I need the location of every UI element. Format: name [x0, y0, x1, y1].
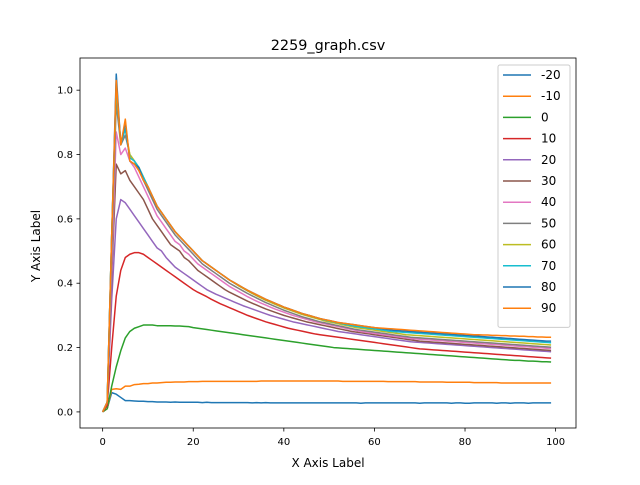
- axes-layer: [79, 57, 577, 429]
- legend-label-3: 10: [541, 132, 556, 146]
- legend-label-2: 0: [541, 110, 549, 124]
- series-line-4: [101, 198, 552, 413]
- legend-label-11: 90: [541, 301, 556, 315]
- x-axis-label: X Axis Label: [291, 456, 364, 470]
- legend-label-4: 20: [541, 153, 556, 167]
- x-tick-label-2: 40: [277, 437, 290, 448]
- y-tick-label-4: 0.8: [57, 150, 73, 161]
- legend: -20 -10 0 10 20 30 40 50 60 70 80 90: [497, 64, 571, 328]
- series-line-11: [101, 79, 552, 413]
- series-line-3: [102, 251, 552, 413]
- series-line-1: [102, 380, 552, 413]
- legend-label-10: 80: [541, 280, 556, 294]
- plot-frame: [79, 57, 577, 429]
- series-line-7: [101, 102, 552, 413]
- y-tick-label-1: 0.2: [57, 343, 73, 354]
- y-tick-label-0: 0.0: [57, 407, 73, 418]
- y-tick-label-5: 1.0: [57, 86, 73, 97]
- x-tick-label-0: 0: [99, 437, 105, 448]
- legend-label-9: 70: [541, 259, 556, 273]
- y-tick-label-2: 0.4: [57, 279, 73, 290]
- x-tick-label-4: 80: [459, 437, 472, 448]
- series-line-0: [102, 391, 552, 413]
- legend-label-0: -20: [541, 68, 561, 82]
- series-line-6: [101, 131, 552, 413]
- series-line-2: [102, 324, 552, 413]
- legend-box: [497, 64, 571, 328]
- chart-title: 2259_graph.csv: [271, 38, 386, 54]
- legend-label-8: 60: [541, 238, 556, 252]
- series-line-5: [101, 163, 552, 413]
- legend-label-5: 30: [541, 174, 556, 188]
- x-tick-label-1: 20: [187, 437, 200, 448]
- legend-label-6: 40: [541, 195, 556, 209]
- legend-label-1: -10: [541, 89, 561, 103]
- legend-label-7: 50: [541, 216, 556, 230]
- x-tick-label-5: 100: [546, 437, 565, 448]
- y-axis-label: Y Axis Label: [29, 210, 43, 283]
- x-tick-label-3: 60: [368, 437, 381, 448]
- y-tick-label-3: 0.6: [57, 214, 73, 225]
- series-layer: [101, 73, 552, 413]
